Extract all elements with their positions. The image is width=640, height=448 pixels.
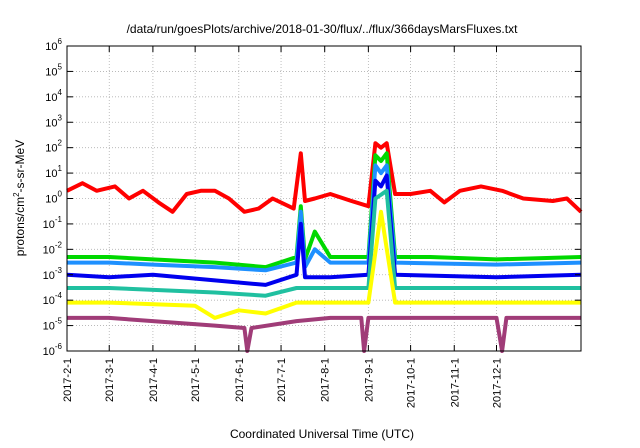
y-tick-label: 10-3: [43, 266, 63, 282]
x-tick-label: 2017-3-1: [104, 358, 116, 402]
y-tick-label: 10-4: [43, 291, 63, 307]
series-line: [67, 209, 581, 320]
x-tick-label: 2017-12-1: [492, 358, 504, 408]
y-tick-label: 102: [45, 139, 62, 155]
x-axis: 2017-2-1 2017-3-1 2017-4-1 2017-5-1 2017-6-1…: [62, 46, 504, 408]
series-line: [67, 188, 581, 298]
y-tick-label: 10-2: [43, 240, 63, 256]
series-line: [67, 268, 581, 280]
y-tick-label: 100: [45, 190, 62, 206]
series-line: [67, 151, 582, 270]
y-tick-label: 106: [45, 37, 62, 53]
y-axis-label: protons/cm2-s-sr-MeV: [12, 140, 27, 256]
y-axis: 10-6 10-5 10-4 10-3 10-2 10-1 100 101 102 103 104 1…: [43, 37, 581, 358]
x-tick-label: 2017-8-1: [320, 358, 332, 402]
y-tick-label: 101: [45, 164, 62, 180]
x-tick-label: 2017-11-1: [449, 358, 461, 407]
series-line: [66, 141, 583, 214]
x-axis-label: Coordinated Universal Time (UTC): [230, 427, 414, 441]
x-tick-label: 2017-4-1: [148, 358, 160, 402]
x-tick-label: 2017-5-1: [190, 358, 202, 402]
series-line: [67, 163, 582, 273]
series-line: [67, 315, 581, 353]
x-tick-label: 2017-10-1: [406, 358, 418, 408]
x-tick-label: 2017-9-1: [363, 358, 375, 402]
chart-title: /data/run/goesPlots/archive/2018-01-30/f…: [127, 22, 519, 36]
y-tick-label: 105: [45, 62, 62, 78]
y-tick-label: 104: [45, 88, 62, 104]
x-tick-label: 2017-7-1: [276, 358, 288, 402]
y-tick-label: 10-5: [43, 317, 63, 333]
x-tick-label: 2017-6-1: [234, 358, 246, 402]
y-tick-label: 103: [45, 113, 62, 129]
series-group: [66, 141, 583, 353]
x-tick-label: 2017-2-1: [62, 358, 74, 402]
y-tick-label: 10-1: [43, 215, 63, 231]
y-tick-label: 10-6: [43, 342, 63, 358]
